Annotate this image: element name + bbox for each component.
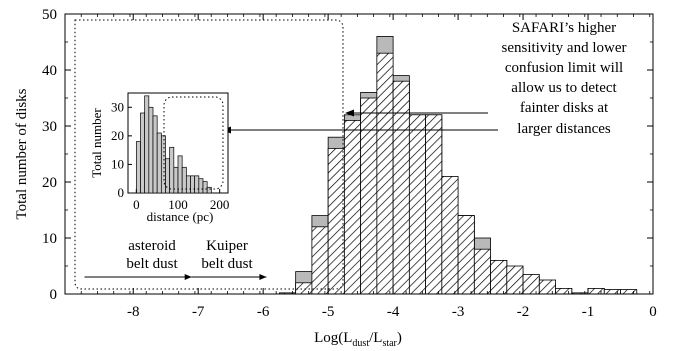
inset-y-tick-label: 0 xyxy=(118,185,125,200)
inset-x-axis: 0 100 200 xyxy=(133,189,229,212)
inset-bar xyxy=(202,181,208,194)
inset-x-tick-label: 100 xyxy=(168,197,188,212)
x-tick-label: -6 xyxy=(257,304,270,320)
inset-dotted-box xyxy=(163,96,224,190)
inset-bar xyxy=(140,112,146,194)
bar-hatched xyxy=(587,287,605,295)
range-arrowhead xyxy=(259,274,267,280)
bar-hatched xyxy=(441,175,459,295)
bar-hatched xyxy=(408,114,426,295)
inset-bar xyxy=(144,95,150,194)
inset-y-axis: 0 10 20 30 xyxy=(111,99,132,200)
bar-hatched xyxy=(376,52,394,295)
belt-dust-annotation: asteroid belt dust Kuiper belt dust xyxy=(84,238,267,280)
bar-hatched xyxy=(555,287,573,295)
inset-chart: 0 100 200 0 10 20 30 Total number distance (p… xyxy=(89,92,229,224)
callout-line: allow us to detect xyxy=(511,80,617,96)
callout-line: SAFARI’s higher xyxy=(512,20,616,36)
inset-y-tick-label: 30 xyxy=(111,99,124,114)
bar-hatched xyxy=(295,282,313,295)
inset-bar xyxy=(148,106,154,194)
x-tick-label: -7 xyxy=(192,304,205,320)
bar-hatched xyxy=(603,289,621,295)
bar-hatched xyxy=(311,226,329,295)
x-tick-label: -2 xyxy=(517,304,530,320)
inset-bar xyxy=(169,146,175,194)
inset-bar xyxy=(190,175,196,194)
x-tick-label: -1 xyxy=(582,304,595,320)
kuiper-label: belt dust xyxy=(201,256,253,272)
bar-hatched xyxy=(522,273,540,295)
y-tick-label: 0 xyxy=(50,287,58,303)
inset-bar xyxy=(177,155,183,194)
callout-line: larger distances xyxy=(517,121,611,137)
inset-y-label: Total number xyxy=(89,108,104,178)
y-axis-label: Total number of disks xyxy=(14,88,30,219)
bar-hatched xyxy=(473,248,491,295)
inset-x-label: distance (pc) xyxy=(147,209,214,224)
callout-line: sensitivity and lower xyxy=(502,40,627,56)
inset-x-tick-label: 200 xyxy=(210,197,230,212)
bar-hatched xyxy=(327,147,345,295)
x-axis: -8 -7 -6 -5 -4 -3 -2 -1 0 xyxy=(64,14,657,320)
bar-hatched xyxy=(538,279,556,295)
bar-hatched xyxy=(457,215,475,295)
x-tick-label: 0 xyxy=(649,304,657,320)
inset-series xyxy=(135,95,212,194)
inset-bar xyxy=(152,115,158,194)
asteroid-label: asteroid xyxy=(128,238,176,254)
inset-bar xyxy=(165,158,171,194)
callout-line: fainter disks at xyxy=(520,100,609,116)
inset-y-tick-label: 20 xyxy=(111,128,124,143)
bar-hatched xyxy=(425,114,443,295)
inset-bar xyxy=(198,178,204,194)
inset-bar xyxy=(194,175,200,194)
y-tick-label: 20 xyxy=(42,175,57,191)
asteroid-label: belt dust xyxy=(126,256,178,272)
bar-hatched xyxy=(506,265,524,295)
y-tick-label: 10 xyxy=(42,231,57,247)
inset-bar xyxy=(160,135,166,194)
x-tick-label: -5 xyxy=(322,304,335,320)
callout-annotation: SAFARI’s higher sensitivity and lower co… xyxy=(222,20,626,137)
inset-bar xyxy=(135,141,141,194)
y-tick-label: 50 xyxy=(42,7,57,23)
x-axis-label: Log(Ldust/Lstar) xyxy=(314,330,402,349)
inset-bar xyxy=(156,132,162,194)
y-tick-label: 40 xyxy=(42,63,57,79)
range-arrowhead xyxy=(184,274,192,280)
callout-line: confusion limit will xyxy=(505,60,623,76)
y-axis: 0 10 20 30 40 50 xyxy=(42,7,653,303)
dotted-region-box xyxy=(74,19,344,290)
kuiper-label: Kuiper xyxy=(206,238,248,254)
x-tick-label: -4 xyxy=(387,304,400,320)
bar-hatched xyxy=(620,289,638,295)
belt-dust-arrows xyxy=(84,274,267,280)
y-tick-label: 30 xyxy=(42,119,57,135)
x-tick-label: -8 xyxy=(127,304,140,320)
inset-bar xyxy=(206,186,212,194)
callout-arrowhead-upper xyxy=(345,109,354,117)
inset-y-tick-label: 10 xyxy=(111,156,124,171)
x-tick-label: -3 xyxy=(452,304,465,320)
bar-hatched xyxy=(343,120,362,295)
inset-x-tick-label: 0 xyxy=(133,197,140,212)
inset-bar xyxy=(185,175,191,194)
bar-hatched xyxy=(360,97,378,295)
bar-hatched xyxy=(490,259,508,295)
